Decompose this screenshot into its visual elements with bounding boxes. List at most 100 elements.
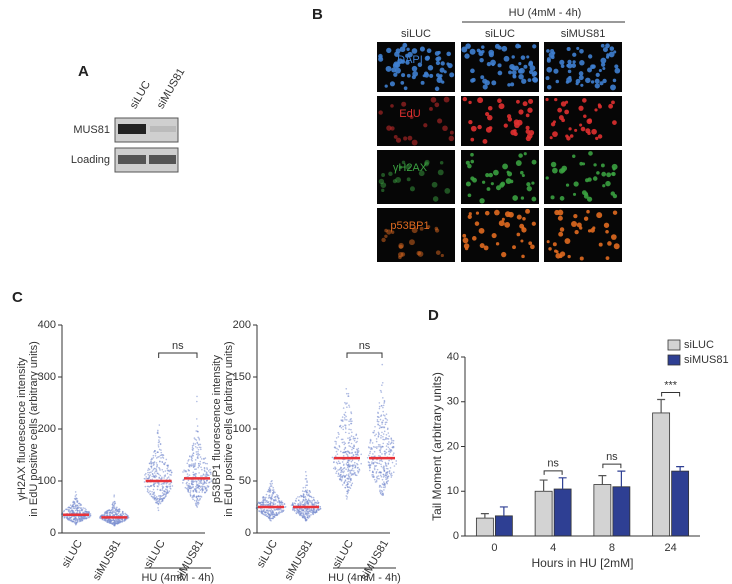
cell bbox=[579, 48, 584, 54]
swarm-dot bbox=[170, 474, 172, 476]
swarm-dot bbox=[167, 466, 169, 468]
cell bbox=[594, 78, 600, 84]
swarm-dot bbox=[157, 436, 160, 438]
cell bbox=[601, 171, 607, 177]
swarm-dot bbox=[376, 420, 379, 423]
group-label: HU (4mM - 4h) bbox=[141, 572, 214, 584]
swarm-dot bbox=[345, 474, 348, 476]
swarm-dot bbox=[379, 455, 382, 457]
swarm-dot bbox=[72, 507, 75, 510]
cell bbox=[602, 66, 606, 70]
swarm-dot bbox=[378, 454, 380, 457]
swarm-dot bbox=[149, 485, 152, 487]
swarm-dot bbox=[357, 466, 359, 469]
swarm-dot bbox=[269, 485, 272, 488]
swarm-dot bbox=[269, 482, 272, 485]
cell bbox=[527, 107, 533, 113]
swarm-dot bbox=[158, 498, 161, 501]
swarm-dot bbox=[194, 463, 196, 466]
swarm-dot bbox=[338, 445, 341, 447]
swarm-dot bbox=[350, 412, 353, 415]
swarm-dot bbox=[385, 413, 388, 415]
swarm-dot bbox=[371, 442, 374, 444]
swarm-dot bbox=[372, 476, 375, 479]
cell bbox=[418, 170, 425, 177]
swarm-dot bbox=[280, 503, 282, 506]
swarm-dot bbox=[196, 484, 199, 487]
swarm-dot bbox=[207, 485, 210, 488]
cell bbox=[439, 160, 444, 165]
column-label: siMUS81 bbox=[561, 28, 606, 40]
swarm-dot bbox=[395, 463, 398, 465]
swarm-dot bbox=[66, 517, 69, 520]
swarm-dot bbox=[197, 503, 199, 506]
swarm-dot bbox=[196, 430, 199, 433]
swarm-dot bbox=[146, 477, 148, 480]
swarm-dot bbox=[166, 491, 169, 493]
y-axis-label: γH2AX fluorescence intensity bbox=[16, 357, 28, 501]
micrograph bbox=[377, 150, 455, 204]
cell bbox=[405, 164, 411, 170]
cell bbox=[464, 53, 470, 59]
cell bbox=[605, 180, 611, 187]
swarm-dot bbox=[306, 514, 308, 516]
swarm-dot bbox=[347, 470, 349, 473]
swarm-dot bbox=[147, 471, 149, 474]
swarm-dot bbox=[353, 461, 356, 464]
cell bbox=[554, 97, 558, 102]
swarm-dot bbox=[304, 495, 307, 498]
swarm-dot bbox=[266, 490, 269, 493]
cell bbox=[493, 169, 499, 176]
cell bbox=[425, 55, 431, 61]
x-tick-label: siLUC bbox=[60, 538, 85, 570]
swarm-dot bbox=[310, 501, 313, 504]
swarm-dot bbox=[380, 437, 382, 439]
swarm-dot bbox=[278, 512, 280, 515]
bar bbox=[652, 412, 671, 537]
swarm-dot bbox=[307, 499, 310, 502]
cell bbox=[520, 196, 525, 200]
cell bbox=[516, 214, 522, 220]
swarm-dot bbox=[156, 488, 159, 491]
swarm-dot bbox=[342, 464, 345, 467]
cell bbox=[507, 117, 513, 122]
cell bbox=[400, 252, 406, 257]
swarm-dot bbox=[195, 451, 198, 453]
swarm-dot bbox=[393, 465, 396, 467]
cell bbox=[470, 152, 474, 157]
swarm-dot bbox=[385, 418, 387, 420]
swarm-dot bbox=[161, 468, 164, 471]
swarm-dot bbox=[300, 514, 303, 517]
swarm-dot bbox=[279, 501, 282, 504]
cell bbox=[557, 215, 563, 221]
cell bbox=[477, 97, 484, 104]
swarm-dot bbox=[269, 504, 272, 506]
cell bbox=[423, 123, 428, 128]
swarm-dot bbox=[348, 420, 350, 423]
swarm-dot bbox=[186, 484, 188, 486]
cell bbox=[567, 59, 572, 64]
row-label: MUS81 bbox=[73, 124, 110, 136]
swarm-dot bbox=[380, 459, 382, 462]
swarm-dot bbox=[196, 497, 199, 500]
cell bbox=[590, 228, 595, 233]
swarm-dot bbox=[106, 520, 108, 523]
cell bbox=[487, 105, 493, 111]
swarm-dot bbox=[195, 495, 198, 498]
swarm-dot bbox=[144, 478, 146, 480]
cell bbox=[584, 192, 589, 197]
swarm-dot bbox=[157, 432, 159, 435]
swarm-dot bbox=[350, 428, 352, 431]
swarm-dot bbox=[342, 428, 345, 431]
swarm-dot bbox=[348, 486, 351, 489]
cell bbox=[409, 186, 415, 192]
swarm-dot bbox=[297, 509, 299, 511]
cell bbox=[585, 77, 591, 84]
y-axis-label: in EdU positive cells (arbitrary units) bbox=[223, 341, 235, 516]
cell bbox=[505, 178, 512, 184]
swarm-dot bbox=[341, 461, 344, 463]
cell bbox=[468, 100, 472, 105]
micrograph bbox=[544, 96, 622, 146]
cell bbox=[552, 131, 558, 137]
